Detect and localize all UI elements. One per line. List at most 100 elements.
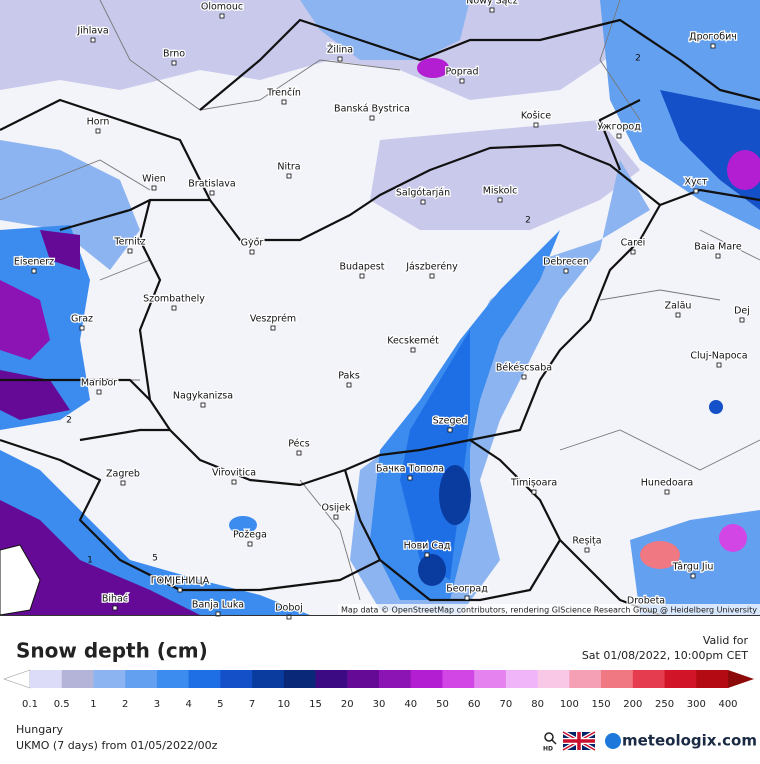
city-label: Osijek [321, 503, 351, 514]
city-label: Nowy Sącz [466, 0, 517, 7]
city-label: Salgótarján [396, 188, 450, 199]
scale-label: 30 [373, 699, 386, 710]
city-marker [171, 305, 177, 311]
city-label: Maribor [81, 378, 117, 389]
scale-label: 100 [560, 699, 579, 710]
brand-logo[interactable] [605, 733, 621, 749]
scale-arrow [3, 669, 31, 689]
scale-swatch [537, 670, 570, 688]
city-marker [112, 605, 118, 611]
scale-label: 7 [249, 699, 255, 710]
scale-swatch [474, 670, 507, 688]
scale-label: 70 [500, 699, 513, 710]
city-label: Jászberény [405, 262, 458, 273]
city-marker [464, 595, 470, 601]
scale-swatch [252, 670, 285, 688]
scale-swatch [442, 670, 475, 688]
city-marker [369, 115, 375, 121]
city-marker [531, 489, 537, 495]
city-marker [127, 248, 133, 254]
city-marker [693, 188, 699, 194]
snow-area [727, 150, 760, 190]
city-label: Horn [87, 117, 110, 128]
attribution: Map data © OpenStreetMap contributors, r… [341, 606, 757, 615]
scale-swatch [632, 670, 666, 688]
city-marker [247, 541, 253, 547]
contour-label: 2 [635, 54, 641, 64]
city-label: Jihlava [76, 26, 108, 37]
city-marker [296, 450, 302, 456]
language-flag[interactable] [562, 730, 596, 752]
city-label: Ternitz [113, 237, 145, 248]
city-marker [664, 489, 670, 495]
city-label: Békéscsaba [496, 363, 552, 374]
city-marker [346, 382, 352, 388]
scale-label: 150 [592, 699, 611, 710]
snow-area [418, 554, 446, 586]
model-run: UKMO (7 days) from 01/05/2022/00z [16, 739, 218, 752]
country-border [138, 143, 662, 487]
city-marker [410, 347, 416, 353]
city-marker [286, 173, 292, 179]
city-label: Szeged [433, 416, 468, 427]
city-marker [616, 133, 622, 139]
city-label: Olomouc [201, 2, 243, 13]
city-marker [533, 122, 539, 128]
scale-swatch [505, 670, 539, 688]
scale-label: 15 [309, 699, 322, 710]
snow-area [719, 524, 747, 552]
city-label: Požega [233, 530, 267, 541]
city-label: Târgu Jiu [672, 562, 714, 573]
city-marker [739, 317, 745, 323]
scale-swatch [410, 670, 443, 688]
search-icon[interactable] [544, 732, 554, 742]
snow-area [439, 465, 471, 525]
city-marker [710, 43, 716, 49]
city-label: Cluj-Napoca [690, 351, 747, 362]
cities: Olomouc Nowy Sącz Jihlava Brno Žilina Poprad Д… [13, 0, 751, 620]
city-marker [420, 199, 426, 205]
brand-name[interactable]: meteologix.com [622, 732, 757, 750]
snow-area [229, 516, 257, 534]
flag-cross-red [563, 732, 595, 750]
region: Hungary [16, 723, 63, 736]
valid-time: Sat 01/08/2022, 10:00pm CET [582, 649, 748, 662]
city-label: Zalău [665, 301, 692, 312]
city-label: Miskolc [483, 186, 518, 197]
city-label: Нови Сад [404, 541, 451, 552]
country-border [0, 18, 760, 617]
scale-swatch [188, 670, 221, 688]
scale-label: 50 [436, 699, 449, 710]
scale-label: 300 [687, 699, 706, 710]
scale-label: 60 [468, 699, 481, 710]
city-marker [249, 249, 255, 255]
hd-label[interactable]: HD [543, 746, 553, 753]
city-label: Dej [734, 306, 750, 317]
scale-label: 10 [277, 699, 290, 710]
city-marker [489, 7, 495, 13]
scale-label: 1 [90, 699, 96, 710]
city-marker [675, 312, 681, 318]
city-marker [209, 190, 215, 196]
city-label: Pécs [288, 439, 309, 450]
city-marker [270, 325, 276, 331]
scale-swatch [61, 670, 94, 688]
city-marker [95, 128, 101, 134]
city-marker [584, 547, 590, 553]
city-label: Doboj [275, 603, 303, 614]
city-marker [337, 56, 343, 62]
city-marker [690, 573, 696, 579]
city-marker [151, 185, 157, 191]
scale-label: 400 [718, 699, 737, 710]
snow-area [300, 0, 470, 60]
scale-swatch [30, 670, 63, 688]
map [0, 0, 760, 617]
scale-label: 20 [341, 699, 354, 710]
scale-label: 0.5 [54, 699, 70, 710]
contour-label: 5 [152, 554, 158, 564]
city-label: Paks [338, 371, 360, 382]
city-marker [200, 402, 206, 408]
scale-swatch [315, 670, 348, 688]
city-label: Carei [621, 238, 646, 249]
scale-arrow [728, 670, 754, 688]
